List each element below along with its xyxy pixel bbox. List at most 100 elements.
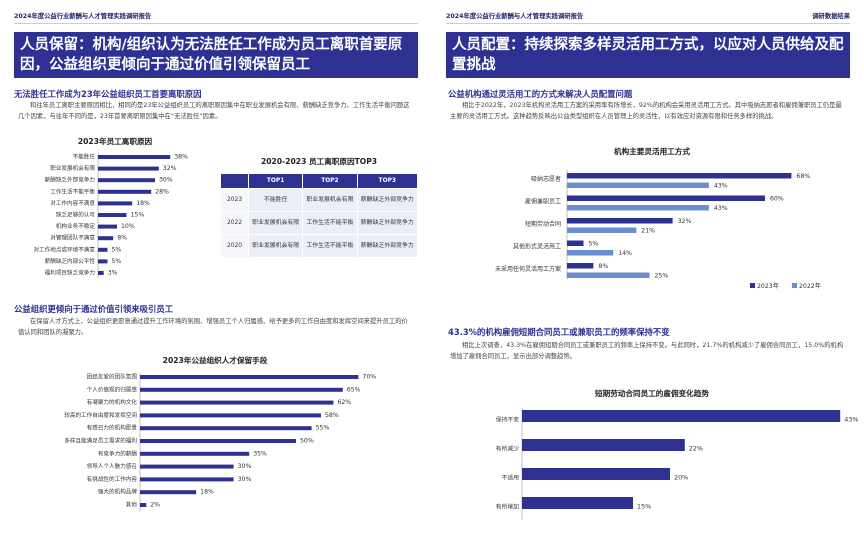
value-label: 43% xyxy=(844,416,858,424)
bar xyxy=(140,451,250,456)
bar xyxy=(98,236,114,241)
category-label: 多样且能满足员工需求的福利 xyxy=(64,437,137,445)
contract-trend-chart: 保持不变 43% 有所减少 22% 不适用 20% 有所增加 15% xyxy=(496,408,858,520)
category-label: 有所减少 xyxy=(496,445,519,453)
table-cell: 职业发展机会有限 xyxy=(302,188,358,212)
value-label: 58% xyxy=(325,412,339,419)
bar xyxy=(98,189,152,194)
value-label: 32% xyxy=(163,165,177,172)
left-page: 2024年度公益行业薪酬与人才管理实践调研报告 人员保留：机构/组织认为无法胜任… xyxy=(14,13,419,512)
category-label: 吸纳志愿者 xyxy=(531,175,561,183)
category-label: 职业发展机会有限 xyxy=(50,164,95,172)
right-page: 2024年度公益行业薪酬与人才管理实践调研报告 调研数据结果 人员配置：持续探索… xyxy=(432,0,864,540)
category-label: 有感召力的机构愿景 xyxy=(87,424,138,432)
bar xyxy=(140,464,234,469)
category-label: 工作生活不能平衡 xyxy=(50,187,95,195)
value-label: 25% xyxy=(655,273,669,280)
bar xyxy=(140,387,343,392)
category-label: 福利项目缺乏竞争力 xyxy=(45,269,96,277)
category-label: 有挑战性的工作内容 xyxy=(87,475,138,483)
table-header-cell: TOP3 xyxy=(356,173,419,189)
category-label: 缺乏足够的认可 xyxy=(56,211,96,219)
table-cell-year: 2022 xyxy=(220,211,249,235)
bar xyxy=(140,503,147,507)
category-label: 有所增加 xyxy=(496,503,519,511)
section-title-resignation: 无法胜任工作成为23年公益组织员工首要离职原因 xyxy=(14,89,202,99)
section-text-contract: 相比上次调查，43.3%在雇佣短期合同员工或兼职员工的频率上保持不变。与此同时，… xyxy=(450,342,844,361)
bar xyxy=(522,468,670,480)
table-cell-year: 2020 xyxy=(220,234,249,258)
bar xyxy=(567,205,709,211)
report-header: 2024年度公益行业薪酬与人才管理实践调研报告 xyxy=(446,13,584,20)
section-text-retention: 在保留人才方式上，公益组织更愿意通过提升工作环境的氛围、增强员工个人归属感、给予… xyxy=(18,318,408,337)
bar xyxy=(522,497,633,509)
category-label: 不适用 xyxy=(502,474,520,482)
bar xyxy=(567,250,614,256)
category-label: 保持不变 xyxy=(496,416,519,424)
page-banner: 人员配置：持续探索多样灵活用工方式，以应对人员供给及配置挑战 xyxy=(446,32,850,78)
category-label: 雇佣兼职员工 xyxy=(525,198,561,206)
category-label: 对管理团队不满意 xyxy=(50,234,95,242)
legend-label: 2022年 xyxy=(799,282,821,290)
chart-title-flexible: 机构主要灵活用工方式 xyxy=(614,147,690,156)
bar xyxy=(140,426,312,431)
value-label: 65% xyxy=(347,386,361,393)
header-divider xyxy=(446,23,850,24)
category-label: 机构业务不稳定 xyxy=(56,222,96,230)
category-label: 薪酬缺乏内部公平性 xyxy=(45,257,96,265)
category-label: 对工作地点或环境不满意 xyxy=(33,245,95,253)
value-label: 43% xyxy=(714,205,728,212)
category-label: 未采用任何灵活用工方案 xyxy=(495,265,561,273)
category-label: 薪酬缺乏外部竞争力 xyxy=(45,176,96,184)
section-title-retention: 公益组织更倾向于通过价值引领来吸引员工 xyxy=(14,304,174,314)
table-cell: 薪酬缺乏外部竞争力 xyxy=(356,188,419,212)
table-header-cell xyxy=(220,173,249,189)
bar xyxy=(140,477,234,482)
value-label: 32% xyxy=(678,218,692,225)
category-label: 其他 xyxy=(126,501,138,509)
table-row: 2020 职业发展机会有限 工作生活不能平衡 薪酬缺乏外部竞争力 xyxy=(220,234,419,258)
value-label: 28% xyxy=(155,188,169,195)
bar xyxy=(98,178,155,183)
chart-title-retention: 2023年公益组织人才保留手段 xyxy=(162,356,268,365)
section-header: 调研数据结果 xyxy=(812,13,850,20)
bar xyxy=(522,410,841,422)
bar xyxy=(567,195,765,201)
bar xyxy=(567,240,584,246)
value-label: 35% xyxy=(253,450,267,457)
value-label: 22% xyxy=(689,445,703,453)
bar xyxy=(98,271,104,275)
bar xyxy=(98,166,159,171)
legend-swatch xyxy=(750,283,755,288)
bar xyxy=(567,272,650,278)
bar xyxy=(140,375,359,379)
value-label: 21% xyxy=(641,228,655,235)
bar xyxy=(140,439,296,443)
value-label: 15% xyxy=(131,212,145,219)
value-label: 20% xyxy=(674,474,688,482)
table-cell-year: 2023 xyxy=(220,188,249,212)
bar xyxy=(567,218,673,224)
bar xyxy=(98,259,108,264)
section-title-flexible: 公益机构通过灵活用工的方式来解决人员配置问题 xyxy=(448,89,633,99)
bar xyxy=(98,224,117,229)
value-label: 62% xyxy=(337,399,351,406)
value-label: 5% xyxy=(112,246,122,253)
value-label: 18% xyxy=(136,200,150,207)
bar xyxy=(567,182,709,188)
category-label: 对工作内容不满意 xyxy=(50,199,95,207)
value-label: 15% xyxy=(637,503,651,511)
value-label: 5% xyxy=(112,258,122,265)
chart-title-contract: 短期劳动合同员工的雇佣变化趋势 xyxy=(595,389,709,398)
bar xyxy=(567,263,594,269)
value-label: 14% xyxy=(618,250,632,257)
category-label: 有凝聚力的机构文化 xyxy=(87,398,138,406)
chart-title-resignation: 2023年员工离职原因 xyxy=(77,137,153,146)
value-label: 10% xyxy=(121,223,135,230)
value-label: 30% xyxy=(238,463,252,470)
value-label: 55% xyxy=(316,425,330,432)
table-cell: 不能胜任 xyxy=(247,188,304,212)
value-label: 8% xyxy=(598,263,608,270)
category-label: 个人价值观的归属感 xyxy=(87,385,138,393)
retention-means-chart: 团结友爱的团队氛围 70% 个人价值观的归属感 65% 有凝聚力的机构文化 62% 较高的工… xyxy=(64,373,376,512)
